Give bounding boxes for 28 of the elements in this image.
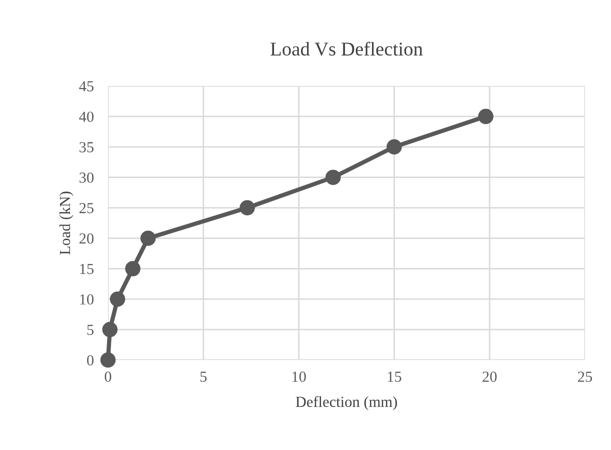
x-tick-label: 5 bbox=[200, 372, 207, 382]
point bbox=[140, 230, 156, 246]
chart-title: Load Vs Deflection bbox=[270, 42, 423, 56]
point bbox=[240, 200, 255, 216]
y-tick-label: 30 bbox=[80, 172, 94, 183]
y-tick-label: 25 bbox=[80, 202, 94, 214]
y-tick-label: 45 bbox=[79, 81, 94, 92]
y-tick-label: 20 bbox=[80, 233, 94, 244]
point bbox=[125, 261, 140, 276]
point bbox=[326, 170, 341, 185]
x-tick-label: 25 bbox=[578, 372, 592, 382]
x-axis-title: Deflection (mm) bbox=[296, 396, 397, 410]
point bbox=[100, 352, 116, 368]
point bbox=[478, 108, 494, 124]
x-tick-label: 20 bbox=[482, 372, 497, 382]
y-tick-label: 0 bbox=[87, 355, 94, 366]
y-tick-label: 40 bbox=[79, 112, 94, 122]
x-tick-label: 10 bbox=[292, 372, 306, 382]
y-tick-label: 35 bbox=[80, 142, 94, 152]
x-tick-label: 0 bbox=[104, 372, 112, 382]
y-tick-label: 15 bbox=[80, 264, 94, 274]
x-tick-label: 15 bbox=[388, 372, 402, 382]
point bbox=[110, 291, 126, 307]
point bbox=[386, 139, 402, 155]
y-tick-label: 10 bbox=[80, 294, 94, 305]
y-tick-label: 5 bbox=[87, 324, 94, 336]
y-axis-title: Load (kN) bbox=[59, 192, 74, 255]
point bbox=[102, 322, 118, 338]
